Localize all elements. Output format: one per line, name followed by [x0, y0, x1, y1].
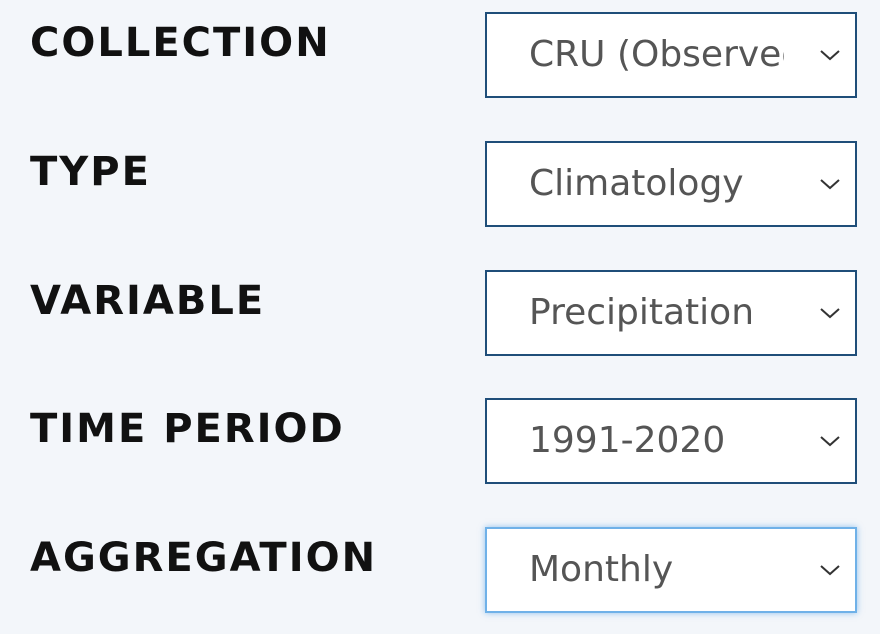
- type-select[interactable]: Climatology: [485, 141, 857, 227]
- aggregation-select[interactable]: Monthly: [485, 527, 857, 613]
- aggregation-select-value: Monthly: [529, 549, 674, 590]
- time-period-row: TIME PERIOD 1991-2020: [0, 398, 880, 488]
- collection-label: COLLECTION: [30, 20, 331, 66]
- chevron-down-icon: [820, 179, 840, 190]
- collection-row: COLLECTION CRU (Observed): [0, 12, 880, 102]
- collection-select-value: CRU (Observed): [529, 34, 784, 75]
- chevron-down-icon: [820, 308, 840, 319]
- variable-select[interactable]: Precipitation: [485, 270, 857, 356]
- aggregation-label: AGGREGATION: [30, 535, 378, 581]
- chevron-down-icon: [820, 436, 840, 447]
- type-select-value: Climatology: [529, 163, 744, 204]
- variable-row: VARIABLE Precipitation: [0, 270, 880, 360]
- chevron-down-icon: [820, 50, 840, 61]
- type-label: TYPE: [30, 149, 151, 195]
- time-period-select-value: 1991-2020: [529, 420, 726, 461]
- type-row: TYPE Climatology: [0, 141, 880, 231]
- time-period-label: TIME PERIOD: [30, 406, 345, 452]
- chevron-down-icon: [820, 565, 840, 576]
- variable-select-value: Precipitation: [529, 292, 755, 333]
- aggregation-row: AGGREGATION Monthly: [0, 527, 880, 617]
- variable-label: VARIABLE: [30, 278, 266, 324]
- time-period-select[interactable]: 1991-2020: [485, 398, 857, 484]
- collection-select[interactable]: CRU (Observed): [485, 12, 857, 98]
